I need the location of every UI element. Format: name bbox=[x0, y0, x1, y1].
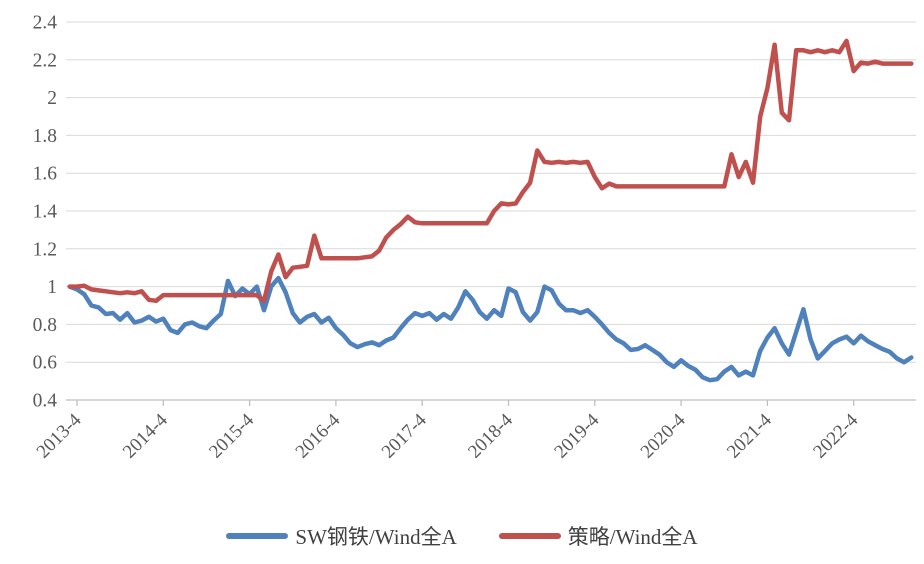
x-axis-tick-label: 2013-4 bbox=[33, 409, 86, 462]
series-lines bbox=[67, 38, 914, 383]
y-axis-tick-label: 2.4 bbox=[33, 13, 58, 34]
strategy-line-sample-icon bbox=[498, 533, 561, 539]
y-axis-tick-label: 2 bbox=[47, 88, 57, 109]
series-strategy-line bbox=[67, 38, 914, 304]
legend: SW钢铁/Wind全A 策略/Wind全A bbox=[0, 521, 924, 551]
x-axis-tick-label: 2015-4 bbox=[205, 409, 258, 462]
y-axis-labels: 0.4 0.6 0.8 1 1.2 1.4 1.6 1.8 2 2.2 2.4 bbox=[33, 13, 58, 412]
x-axis-tick-label: 2017-4 bbox=[378, 409, 431, 462]
x-axis-tick-label: 2021-4 bbox=[723, 409, 776, 462]
x-axis-tick-label: 2020-4 bbox=[637, 409, 690, 462]
x-axis-tick-label: 2022-4 bbox=[809, 409, 862, 462]
y-axis-tick-label: 1 bbox=[47, 277, 57, 298]
x-axis-tick-label: 2014-4 bbox=[119, 409, 172, 462]
y-axis-tick-label: 1.8 bbox=[33, 126, 57, 147]
x-axis-tick-label: 2016-4 bbox=[292, 409, 345, 462]
x-axis-tick-label: 2019-4 bbox=[550, 409, 603, 462]
y-axis-tick-label: 0.6 bbox=[33, 353, 58, 374]
legend-item-sw-steel: SW钢铁/Wind全A bbox=[226, 521, 457, 551]
y-axis-tick-label: 0.8 bbox=[33, 315, 57, 336]
x-axis-tick-label: 2018-4 bbox=[464, 409, 517, 462]
sw-steel-line-sample-icon bbox=[226, 533, 289, 539]
y-axis-tick-label: 1.6 bbox=[33, 164, 58, 185]
legend-item-strategy: 策略/Wind全A bbox=[498, 521, 698, 551]
y-axis-tick-label: 0.4 bbox=[33, 391, 58, 412]
ratio-line-chart: 0.4 0.6 0.8 1 1.2 1.4 1.6 1.8 2 2.2 2.4 2013-4 2014… bbox=[33, 13, 916, 463]
y-axis-tick-label: 1.2 bbox=[33, 239, 57, 260]
series-sw-steel-line bbox=[67, 275, 914, 383]
y-axis-tick-label: 1.4 bbox=[33, 202, 58, 223]
x-axis: 2013-4 2014-4 2015-4 2016-4 2017-4 2018-4 2019… bbox=[33, 399, 916, 463]
y-axis-tick-label: 2.2 bbox=[33, 50, 57, 71]
legend-label-sw-steel: SW钢铁/Wind全A bbox=[295, 525, 457, 549]
legend-label-strategy: 策略/Wind全A bbox=[567, 525, 698, 549]
